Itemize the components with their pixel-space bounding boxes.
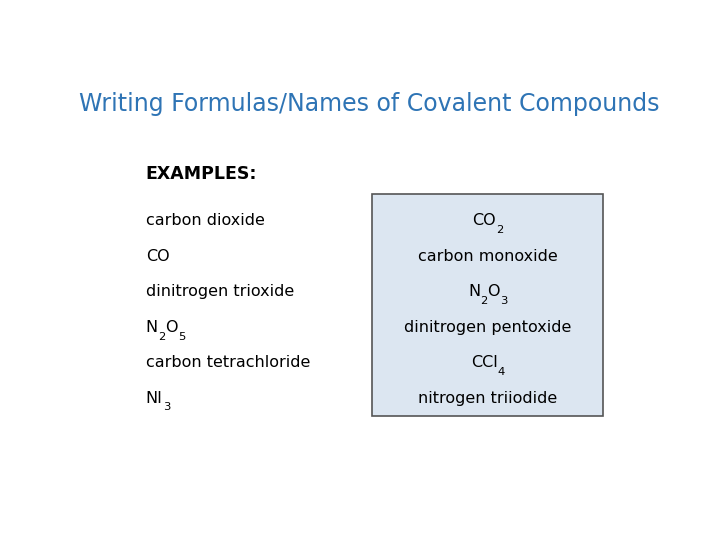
Text: CO: CO	[145, 248, 169, 264]
Text: NI: NI	[145, 391, 163, 406]
Text: dinitrogen trioxide: dinitrogen trioxide	[145, 284, 294, 299]
Text: 2: 2	[158, 332, 165, 342]
Text: carbon monoxide: carbon monoxide	[418, 248, 558, 264]
Text: 2: 2	[496, 225, 503, 235]
Text: 3: 3	[163, 402, 170, 413]
FancyBboxPatch shape	[372, 194, 603, 416]
Text: Writing Formulas/Names of Covalent Compounds: Writing Formulas/Names of Covalent Compo…	[78, 92, 660, 116]
Text: CO: CO	[472, 213, 496, 228]
Text: 5: 5	[178, 332, 185, 342]
Text: carbon dioxide: carbon dioxide	[145, 213, 265, 228]
Text: O: O	[487, 284, 500, 299]
Text: nitrogen triiodide: nitrogen triiodide	[418, 391, 557, 406]
Text: N: N	[468, 284, 480, 299]
Text: EXAMPLES:: EXAMPLES:	[145, 165, 257, 183]
Text: N: N	[145, 320, 158, 335]
Text: carbon tetrachloride: carbon tetrachloride	[145, 355, 310, 370]
Text: O: O	[165, 320, 178, 335]
Text: 3: 3	[500, 295, 508, 306]
Text: 2: 2	[480, 295, 487, 306]
Text: dinitrogen pentoxide: dinitrogen pentoxide	[404, 320, 572, 335]
Text: CCl: CCl	[471, 355, 498, 370]
Text: 4: 4	[498, 367, 505, 377]
